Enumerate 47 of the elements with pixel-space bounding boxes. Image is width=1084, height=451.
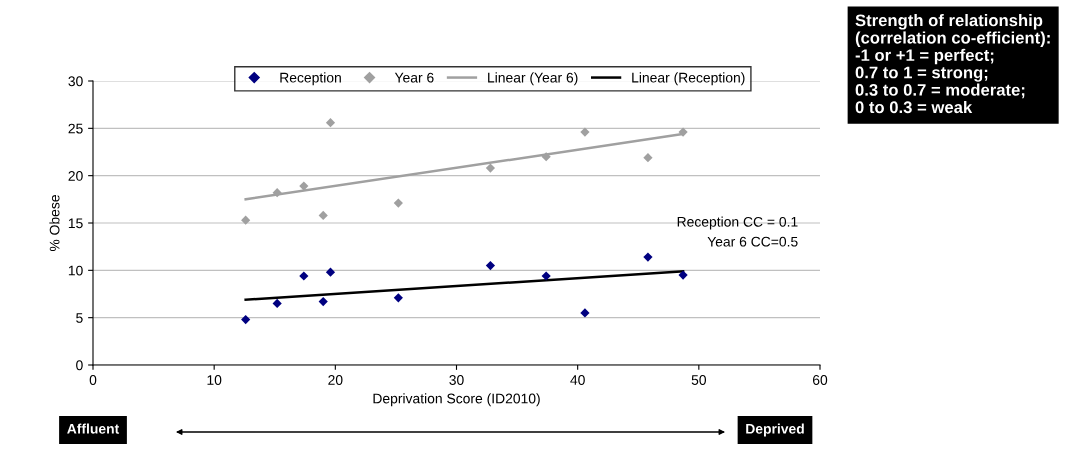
y-tick-label: 25	[68, 123, 83, 134]
point	[241, 314, 251, 325]
y-tick-label: 20	[68, 171, 83, 181]
point	[580, 308, 590, 318]
text: Strength of relationship (correlation co-efficient): -1 or +1 = perfect; 0.7 to 1 = strong; 0.3 to 0.7 = moderate; 0 to 0.3 = weak	[855, 14, 1050, 114]
point	[272, 298, 282, 309]
x-tick-label: 10	[207, 375, 222, 385]
text: Affluent	[67, 423, 120, 434]
legend-label: Linear (Reception)	[632, 72, 745, 86]
x-tick-label: 50	[691, 375, 707, 385]
point	[393, 198, 403, 208]
x-axis-title: Deprivation Score (ID2010)	[373, 393, 540, 407]
legend-label: Year 6	[394, 72, 434, 83]
point	[272, 188, 282, 198]
point	[325, 118, 336, 128]
point	[393, 293, 403, 303]
x-tick-label: 40	[570, 375, 585, 385]
y-tick-label: 10	[68, 265, 83, 276]
point	[299, 181, 309, 191]
point	[485, 260, 496, 271]
x-tick-label: 20	[328, 375, 343, 385]
point	[678, 127, 688, 137]
annotation: Reception CC = 0.1	[677, 216, 798, 230]
y-tick-label: 30	[68, 76, 83, 87]
point	[580, 127, 590, 137]
x-tick-label: 30	[449, 375, 464, 385]
point	[643, 153, 653, 163]
point	[241, 215, 251, 225]
annotation: Year 6 CC=0.5	[707, 236, 798, 247]
point	[299, 271, 309, 281]
x-tick-label: 0	[89, 375, 97, 385]
point	[318, 296, 328, 307]
point	[325, 267, 336, 277]
point	[541, 271, 551, 281]
point	[541, 152, 551, 162]
legend-label: Reception	[280, 72, 341, 86]
text: Deprived	[746, 423, 804, 437]
y-tick-label: 5	[76, 313, 83, 323]
point	[318, 210, 328, 221]
point	[485, 163, 496, 173]
legend-label: Linear (Year 6)	[488, 72, 578, 86]
y-tick-label: 15	[68, 218, 83, 229]
x-tick-label: 60	[812, 375, 828, 385]
point	[643, 252, 653, 262]
y-axis-title: % Obese	[49, 195, 60, 252]
y-tick-label: 0	[76, 360, 83, 371]
point	[678, 270, 688, 280]
